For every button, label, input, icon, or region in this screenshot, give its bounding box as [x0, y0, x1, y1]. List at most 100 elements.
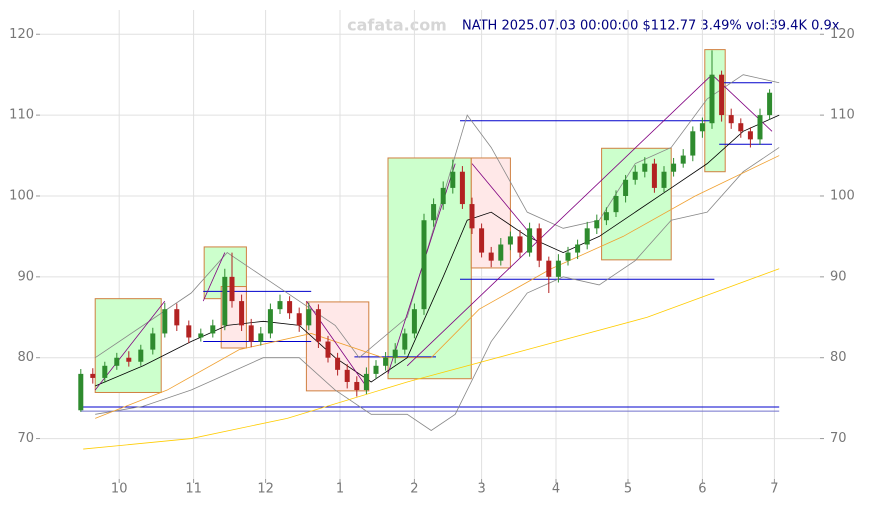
trend-line	[406, 74, 713, 367]
y-tick-label: 70	[17, 431, 34, 446]
y-tick-label: 90	[17, 269, 34, 284]
zone-box	[601, 147, 672, 261]
candle-body	[469, 204, 475, 229]
candle-body	[546, 260, 552, 277]
candle-body	[306, 309, 312, 326]
y2-tick-label: 100	[830, 188, 855, 203]
candle-body	[431, 204, 437, 221]
candle-body	[767, 92, 773, 116]
y-tick-label: 110	[9, 108, 34, 123]
candle-body	[198, 333, 204, 338]
watermark: cafata.com	[347, 16, 447, 35]
indicator-line	[94, 74, 780, 359]
candle-body	[632, 171, 638, 180]
y2-tick-label: 70	[830, 431, 847, 446]
candle-body	[392, 349, 398, 358]
candle-body	[555, 260, 561, 277]
candle-body	[661, 171, 667, 188]
candle-body	[229, 276, 235, 302]
candle-body	[325, 341, 331, 358]
candle-body	[498, 244, 504, 261]
candle-body	[277, 301, 283, 310]
candle-body	[150, 333, 156, 350]
trend-line	[202, 252, 226, 302]
candle-body	[114, 357, 120, 366]
indicator-line	[83, 268, 780, 450]
chart-title: NATH 2025.07.03 00:00:00 $112.77 3.49% v…	[462, 19, 840, 34]
x-tick-label: 6	[698, 482, 706, 497]
zone-box	[387, 157, 472, 380]
candle-body	[594, 220, 600, 229]
x-tick-label: 1	[336, 482, 344, 497]
candle-body	[210, 325, 216, 334]
candle-body	[459, 171, 465, 205]
x-tick-label: 2	[410, 482, 418, 497]
candle-body	[517, 236, 523, 253]
candle-body	[450, 171, 456, 188]
candle-body	[719, 74, 725, 116]
candle-body	[527, 228, 533, 253]
candle-body	[699, 123, 705, 132]
candle-body	[565, 252, 571, 261]
candle-body	[126, 357, 132, 362]
candle-body	[258, 333, 264, 342]
candle-body	[402, 333, 408, 350]
candle-body	[709, 74, 715, 124]
candle-body	[354, 381, 360, 391]
candle-body	[603, 212, 609, 221]
candle-body	[690, 131, 696, 156]
zone-box	[305, 301, 370, 392]
x-tick-label: 3	[477, 482, 485, 497]
candle-body	[757, 115, 763, 140]
candle-body	[162, 309, 168, 334]
candle-body	[174, 309, 180, 326]
candle-body	[584, 228, 590, 245]
y2-tick-label: 90	[830, 269, 847, 284]
y2-tick-label: 80	[830, 350, 847, 365]
candle-body	[287, 301, 293, 314]
candle-body	[479, 228, 485, 253]
candle-body	[267, 309, 273, 334]
candle-body	[186, 325, 192, 338]
candle-body	[440, 187, 446, 205]
y-tick-label: 120	[9, 27, 34, 42]
indicator-line	[95, 147, 780, 431]
candle-body	[248, 325, 254, 342]
candle-body	[373, 365, 379, 374]
candle-body	[90, 373, 96, 378]
x-tick-label: 10	[111, 482, 128, 497]
candle-body	[642, 163, 648, 172]
candle-body	[102, 365, 108, 378]
candle-body	[738, 123, 744, 132]
candle-body	[315, 309, 321, 342]
candle-body	[344, 369, 350, 382]
candle-body	[728, 115, 734, 124]
candle-body	[613, 195, 619, 213]
y2-tick-label: 110	[830, 108, 855, 123]
candle-body	[507, 236, 513, 245]
candle-body	[411, 309, 417, 334]
candle-body	[536, 228, 542, 261]
candle-body	[363, 373, 369, 391]
candle-body	[383, 357, 389, 366]
y-tick-label: 80	[17, 350, 34, 365]
candle-body	[575, 244, 581, 253]
candle-body	[671, 163, 677, 172]
x-tick-label: 5	[624, 482, 632, 497]
y2-tick-label: 120	[830, 27, 855, 42]
x-tick-label: 12	[257, 482, 274, 497]
candle-body	[651, 163, 657, 188]
candle-body	[138, 349, 144, 362]
candle-body	[222, 276, 228, 326]
y-tick-label: 100	[9, 188, 34, 203]
x-tick-label: 11	[185, 482, 202, 497]
candle-body	[421, 220, 427, 310]
candle-body	[623, 179, 629, 196]
x-tick-label: 7	[770, 482, 778, 497]
indicator-line	[95, 114, 780, 387]
candle-body	[239, 301, 245, 326]
candle-body	[680, 155, 686, 164]
candle-body	[296, 313, 302, 326]
candle-body	[78, 373, 84, 411]
